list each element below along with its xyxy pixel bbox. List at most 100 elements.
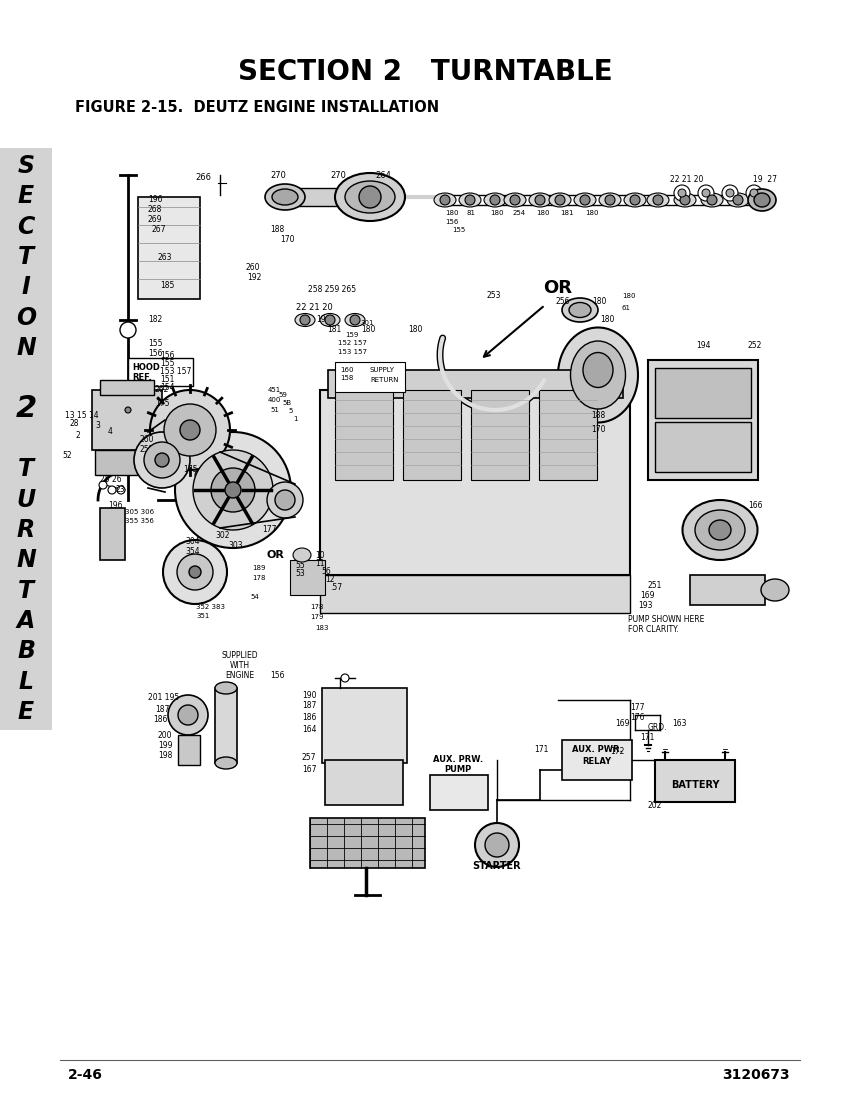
Text: 179: 179 (310, 614, 324, 620)
Circle shape (678, 189, 686, 197)
Text: 171: 171 (640, 734, 654, 742)
Text: 355 356: 355 356 (125, 518, 154, 524)
Text: 2: 2 (75, 430, 80, 440)
Text: 186: 186 (153, 715, 167, 725)
Text: C: C (17, 214, 35, 239)
Text: 187: 187 (302, 702, 316, 711)
Text: STARTER: STARTER (473, 861, 521, 871)
Ellipse shape (265, 184, 305, 210)
Ellipse shape (504, 192, 526, 207)
Text: 163: 163 (672, 718, 687, 727)
Text: 19: 19 (316, 316, 326, 324)
Text: 270: 270 (270, 170, 286, 179)
Text: 175: 175 (183, 465, 197, 474)
Circle shape (125, 407, 131, 412)
Text: 19  27: 19 27 (753, 176, 777, 185)
Text: 24: 24 (163, 465, 173, 474)
Circle shape (341, 674, 349, 682)
Ellipse shape (647, 192, 669, 207)
Text: FIGURE 2-15.  DEUTZ ENGINE INSTALLATION: FIGURE 2-15. DEUTZ ENGINE INSTALLATION (75, 100, 439, 116)
Ellipse shape (570, 341, 626, 409)
Text: 180: 180 (408, 326, 422, 334)
Text: 178: 178 (252, 575, 265, 581)
Text: U: U (16, 487, 36, 512)
Text: O: O (16, 306, 36, 330)
Text: L: L (19, 670, 33, 694)
Text: AUX. PRW.: AUX. PRW. (433, 756, 483, 764)
Circle shape (750, 189, 758, 197)
Text: 170: 170 (280, 235, 294, 244)
Text: 201 195: 201 195 (148, 693, 179, 703)
Text: 3: 3 (95, 420, 100, 429)
Text: 4: 4 (108, 428, 113, 437)
Bar (539, 390, 597, 480)
Text: E: E (18, 700, 34, 724)
Circle shape (580, 195, 590, 205)
Bar (310, 818, 425, 868)
Bar (655, 368, 751, 418)
Ellipse shape (359, 186, 381, 208)
Circle shape (177, 554, 213, 590)
Circle shape (555, 195, 565, 205)
Text: 253: 253 (487, 290, 501, 299)
Circle shape (117, 486, 125, 494)
Text: 198: 198 (158, 750, 173, 759)
Circle shape (189, 566, 201, 578)
Ellipse shape (295, 314, 315, 327)
Circle shape (163, 540, 227, 604)
Text: 5B: 5B (282, 400, 291, 406)
Circle shape (225, 482, 241, 498)
Bar (335, 390, 393, 480)
Text: 156: 156 (148, 349, 162, 358)
Ellipse shape (215, 682, 237, 694)
Circle shape (726, 189, 734, 197)
Text: 202: 202 (648, 801, 662, 810)
Text: 181: 181 (327, 326, 341, 334)
Text: 304: 304 (185, 538, 200, 547)
Circle shape (465, 195, 475, 205)
Circle shape (122, 404, 134, 416)
Text: 260: 260 (246, 264, 260, 273)
Bar (655, 760, 735, 802)
Text: 257: 257 (302, 754, 316, 762)
Ellipse shape (459, 192, 481, 207)
Text: 59: 59 (278, 392, 286, 398)
Text: 254: 254 (513, 210, 526, 216)
Circle shape (707, 195, 717, 205)
Circle shape (702, 189, 710, 197)
Text: AUX. PWR.: AUX. PWR. (571, 746, 622, 755)
Text: 154: 154 (160, 383, 174, 392)
Text: 451: 451 (268, 387, 281, 393)
Circle shape (164, 404, 216, 456)
Ellipse shape (574, 192, 596, 207)
Text: 81: 81 (467, 210, 476, 216)
Text: OR: OR (267, 550, 285, 560)
Circle shape (440, 195, 450, 205)
Text: 180: 180 (592, 297, 606, 307)
Text: WITH: WITH (230, 661, 250, 671)
Text: 171: 171 (534, 746, 548, 755)
Text: 199: 199 (158, 740, 173, 749)
Bar (95, 450, 155, 475)
Text: 175: 175 (155, 398, 169, 407)
Text: 177: 177 (630, 704, 644, 713)
Text: 352 383: 352 383 (196, 604, 225, 611)
Text: 182: 182 (148, 316, 162, 324)
Text: T: T (18, 458, 34, 482)
Ellipse shape (562, 298, 598, 322)
Text: 52: 52 (62, 451, 71, 460)
Ellipse shape (727, 192, 749, 207)
Text: 190: 190 (302, 691, 316, 700)
Text: 187: 187 (155, 705, 169, 715)
Text: 188: 188 (591, 410, 605, 419)
Bar (562, 740, 632, 780)
Ellipse shape (529, 192, 551, 207)
Text: 28: 28 (70, 419, 80, 429)
Text: HOOD: HOOD (132, 363, 160, 372)
Text: SUPPLY: SUPPLY (370, 367, 395, 373)
Circle shape (144, 442, 180, 478)
Ellipse shape (624, 192, 646, 207)
Text: SECTION 2   TURNTABLE: SECTION 2 TURNTABLE (238, 58, 612, 86)
Text: 181: 181 (560, 210, 574, 216)
Circle shape (300, 315, 310, 324)
